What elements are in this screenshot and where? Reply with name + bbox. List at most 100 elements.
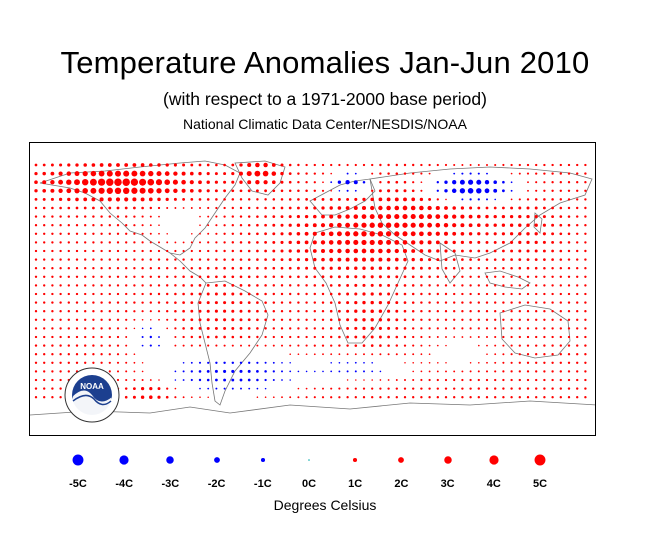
grid-point (280, 266, 284, 270)
grid-point (223, 180, 227, 184)
grid-point (411, 249, 416, 253)
grid-point (125, 275, 128, 278)
grid-point (51, 301, 54, 304)
grid-point (280, 163, 284, 167)
grid-point (468, 223, 473, 228)
grid-point (313, 292, 317, 296)
grid-point (114, 170, 122, 177)
grid-point (288, 266, 292, 270)
grid-point (100, 327, 103, 330)
grid-point (67, 292, 70, 296)
grid-point (100, 206, 103, 210)
grid-point (321, 197, 325, 201)
grid-point (461, 327, 464, 330)
grid-point (420, 370, 423, 373)
grid-point (486, 344, 488, 347)
grid-point (469, 318, 472, 321)
grid-point (584, 327, 587, 330)
grid-point (247, 284, 251, 287)
grid-point (75, 249, 79, 253)
grid-point (345, 231, 351, 237)
grid-point (92, 224, 95, 227)
grid-point (207, 361, 210, 364)
grid-point (305, 181, 308, 184)
grid-point (387, 353, 390, 356)
grid-point (280, 215, 284, 219)
grid-point (502, 180, 505, 184)
grid-point (510, 172, 513, 175)
grid-point (485, 258, 489, 261)
grid-point (436, 258, 440, 262)
grid-point (576, 292, 579, 296)
grid-point (494, 378, 497, 382)
grid-point (214, 292, 218, 296)
grid-point (141, 335, 144, 339)
grid-point (199, 387, 201, 390)
grid-point (289, 353, 291, 355)
grid-point (148, 197, 153, 202)
grid-point (436, 318, 439, 321)
grid-point (419, 231, 424, 237)
grid-point (264, 292, 267, 296)
grid-point (116, 344, 120, 347)
grid-point (264, 232, 267, 236)
grid-point (288, 198, 292, 201)
grid-point (321, 172, 325, 175)
grid-point (386, 266, 391, 270)
grid-point (370, 309, 374, 313)
grid-point (59, 396, 62, 399)
grid-point (543, 344, 546, 347)
grid-point (50, 171, 55, 176)
grid-point (485, 310, 489, 313)
grid-point (403, 163, 407, 167)
grid-point (551, 353, 554, 356)
grid-point (83, 163, 87, 167)
grid-point (43, 310, 46, 313)
grid-point (207, 249, 210, 253)
grid-point (51, 224, 54, 227)
grid-point (535, 318, 538, 321)
grid-point (149, 395, 153, 399)
grid-point (305, 292, 308, 296)
grid-point (559, 275, 562, 278)
grid-point (100, 275, 103, 278)
grid-point (403, 257, 407, 262)
grid-point (130, 178, 139, 186)
grid-point (369, 231, 375, 237)
grid-point (214, 318, 218, 322)
grid-point (369, 214, 375, 220)
grid-point (419, 249, 424, 253)
grid-point (404, 379, 406, 381)
grid-point (198, 258, 202, 261)
grid-point (551, 284, 554, 287)
grid-point (362, 197, 366, 202)
grid-point (378, 266, 383, 270)
grid-point (321, 214, 325, 219)
grid-point (330, 387, 333, 390)
grid-point (412, 362, 415, 364)
grid-point (477, 284, 480, 287)
grid-point (199, 215, 201, 218)
grid-point (321, 257, 325, 262)
grid-point (378, 275, 382, 279)
grid-point (207, 387, 210, 390)
grid-point (427, 214, 433, 220)
grid-point (468, 179, 474, 185)
legend-symbol--2C (197, 450, 237, 470)
grid-point (116, 267, 120, 270)
grid-point (247, 266, 251, 270)
grid-point (231, 369, 235, 373)
grid-point (412, 378, 415, 382)
grid-point (567, 241, 571, 244)
grid-point (91, 163, 96, 167)
grid-point (231, 387, 234, 390)
grid-point (75, 241, 79, 244)
grid-point (567, 378, 571, 382)
grid-point (280, 292, 284, 296)
grid-point (469, 336, 472, 338)
grid-point (518, 301, 521, 304)
grid-point (338, 309, 341, 313)
grid-point (477, 336, 480, 338)
grid-point (502, 327, 505, 330)
grid-point (83, 197, 88, 202)
